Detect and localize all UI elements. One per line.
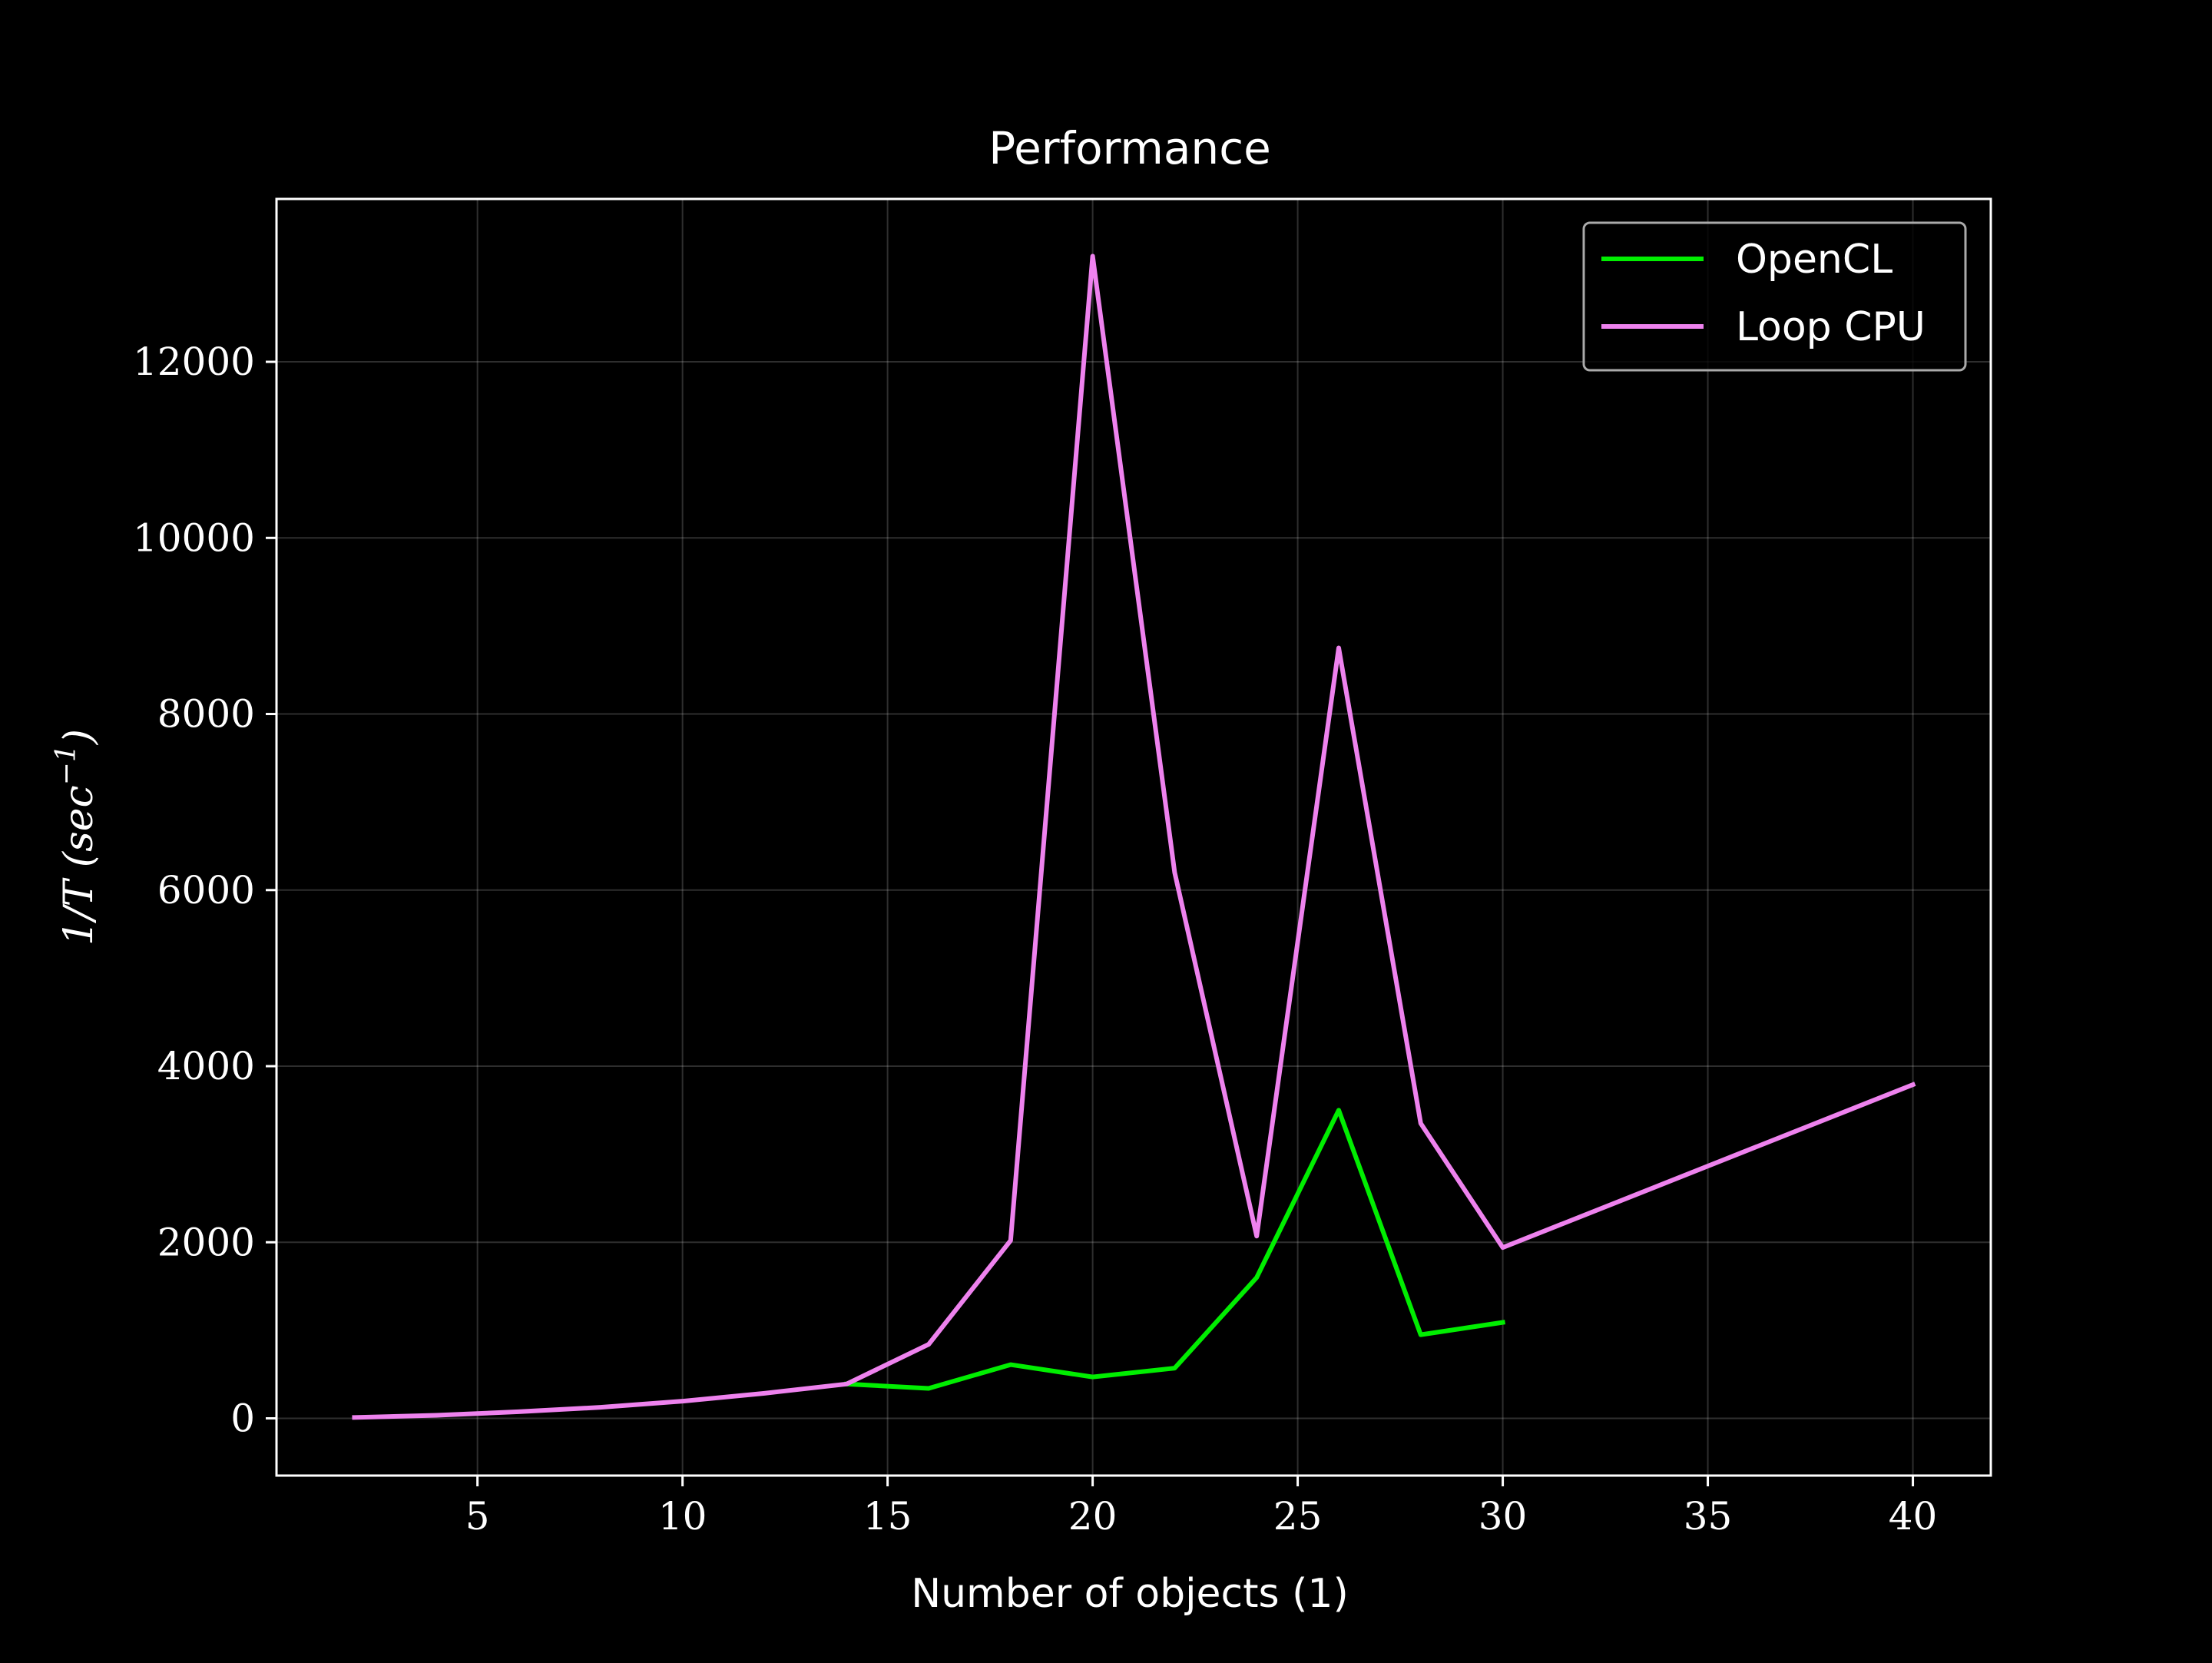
legend-label-opencl: OpenCL	[1736, 237, 1892, 283]
plot-frame	[275, 197, 1992, 1477]
data-series	[352, 253, 1916, 1420]
y-tick-label: 10000	[133, 515, 255, 560]
x-axis-label: Number of objects (1)	[911, 1571, 1349, 1617]
x-tick-label: 35	[1684, 1494, 1733, 1539]
x-tick-label: 40	[1889, 1494, 1938, 1539]
grid-lines	[276, 199, 1991, 1476]
chart-title: Performance	[988, 122, 1271, 174]
legend-label-loop-cpu: Loop CPU	[1736, 304, 1926, 350]
y-axis-label-close: )	[56, 729, 102, 745]
x-tick-label: 5	[465, 1494, 490, 1539]
y-tick-label: 0	[230, 1396, 255, 1440]
axis-ticks: 5 10 15 20 25 30 35 40 0 2000 4000 6000 8000 10000 120…	[133, 340, 1937, 1539]
series-line-opencl	[844, 1108, 1505, 1391]
y-tick-label: 2000	[157, 1220, 255, 1264]
x-tick-label: 15	[863, 1494, 912, 1539]
y-axis-label-main: 1/T (sec	[56, 785, 102, 946]
y-tick-label: 8000	[157, 692, 255, 737]
y-axis-label-superscript: −1	[51, 744, 82, 785]
series-line-loop-cpu	[352, 253, 1916, 1420]
x-tick-label: 10	[658, 1494, 707, 1539]
x-tick-label: 20	[1068, 1494, 1118, 1539]
y-tick-label: 4000	[157, 1044, 255, 1088]
y-tick-label: 12000	[133, 340, 255, 384]
legend: OpenCL Loop CPU	[1582, 221, 1967, 372]
y-tick-label: 6000	[157, 868, 255, 913]
x-tick-label: 30	[1479, 1494, 1528, 1539]
y-axis-label: 1/T (sec−1)	[51, 729, 102, 946]
x-tick-label: 25	[1273, 1494, 1323, 1539]
